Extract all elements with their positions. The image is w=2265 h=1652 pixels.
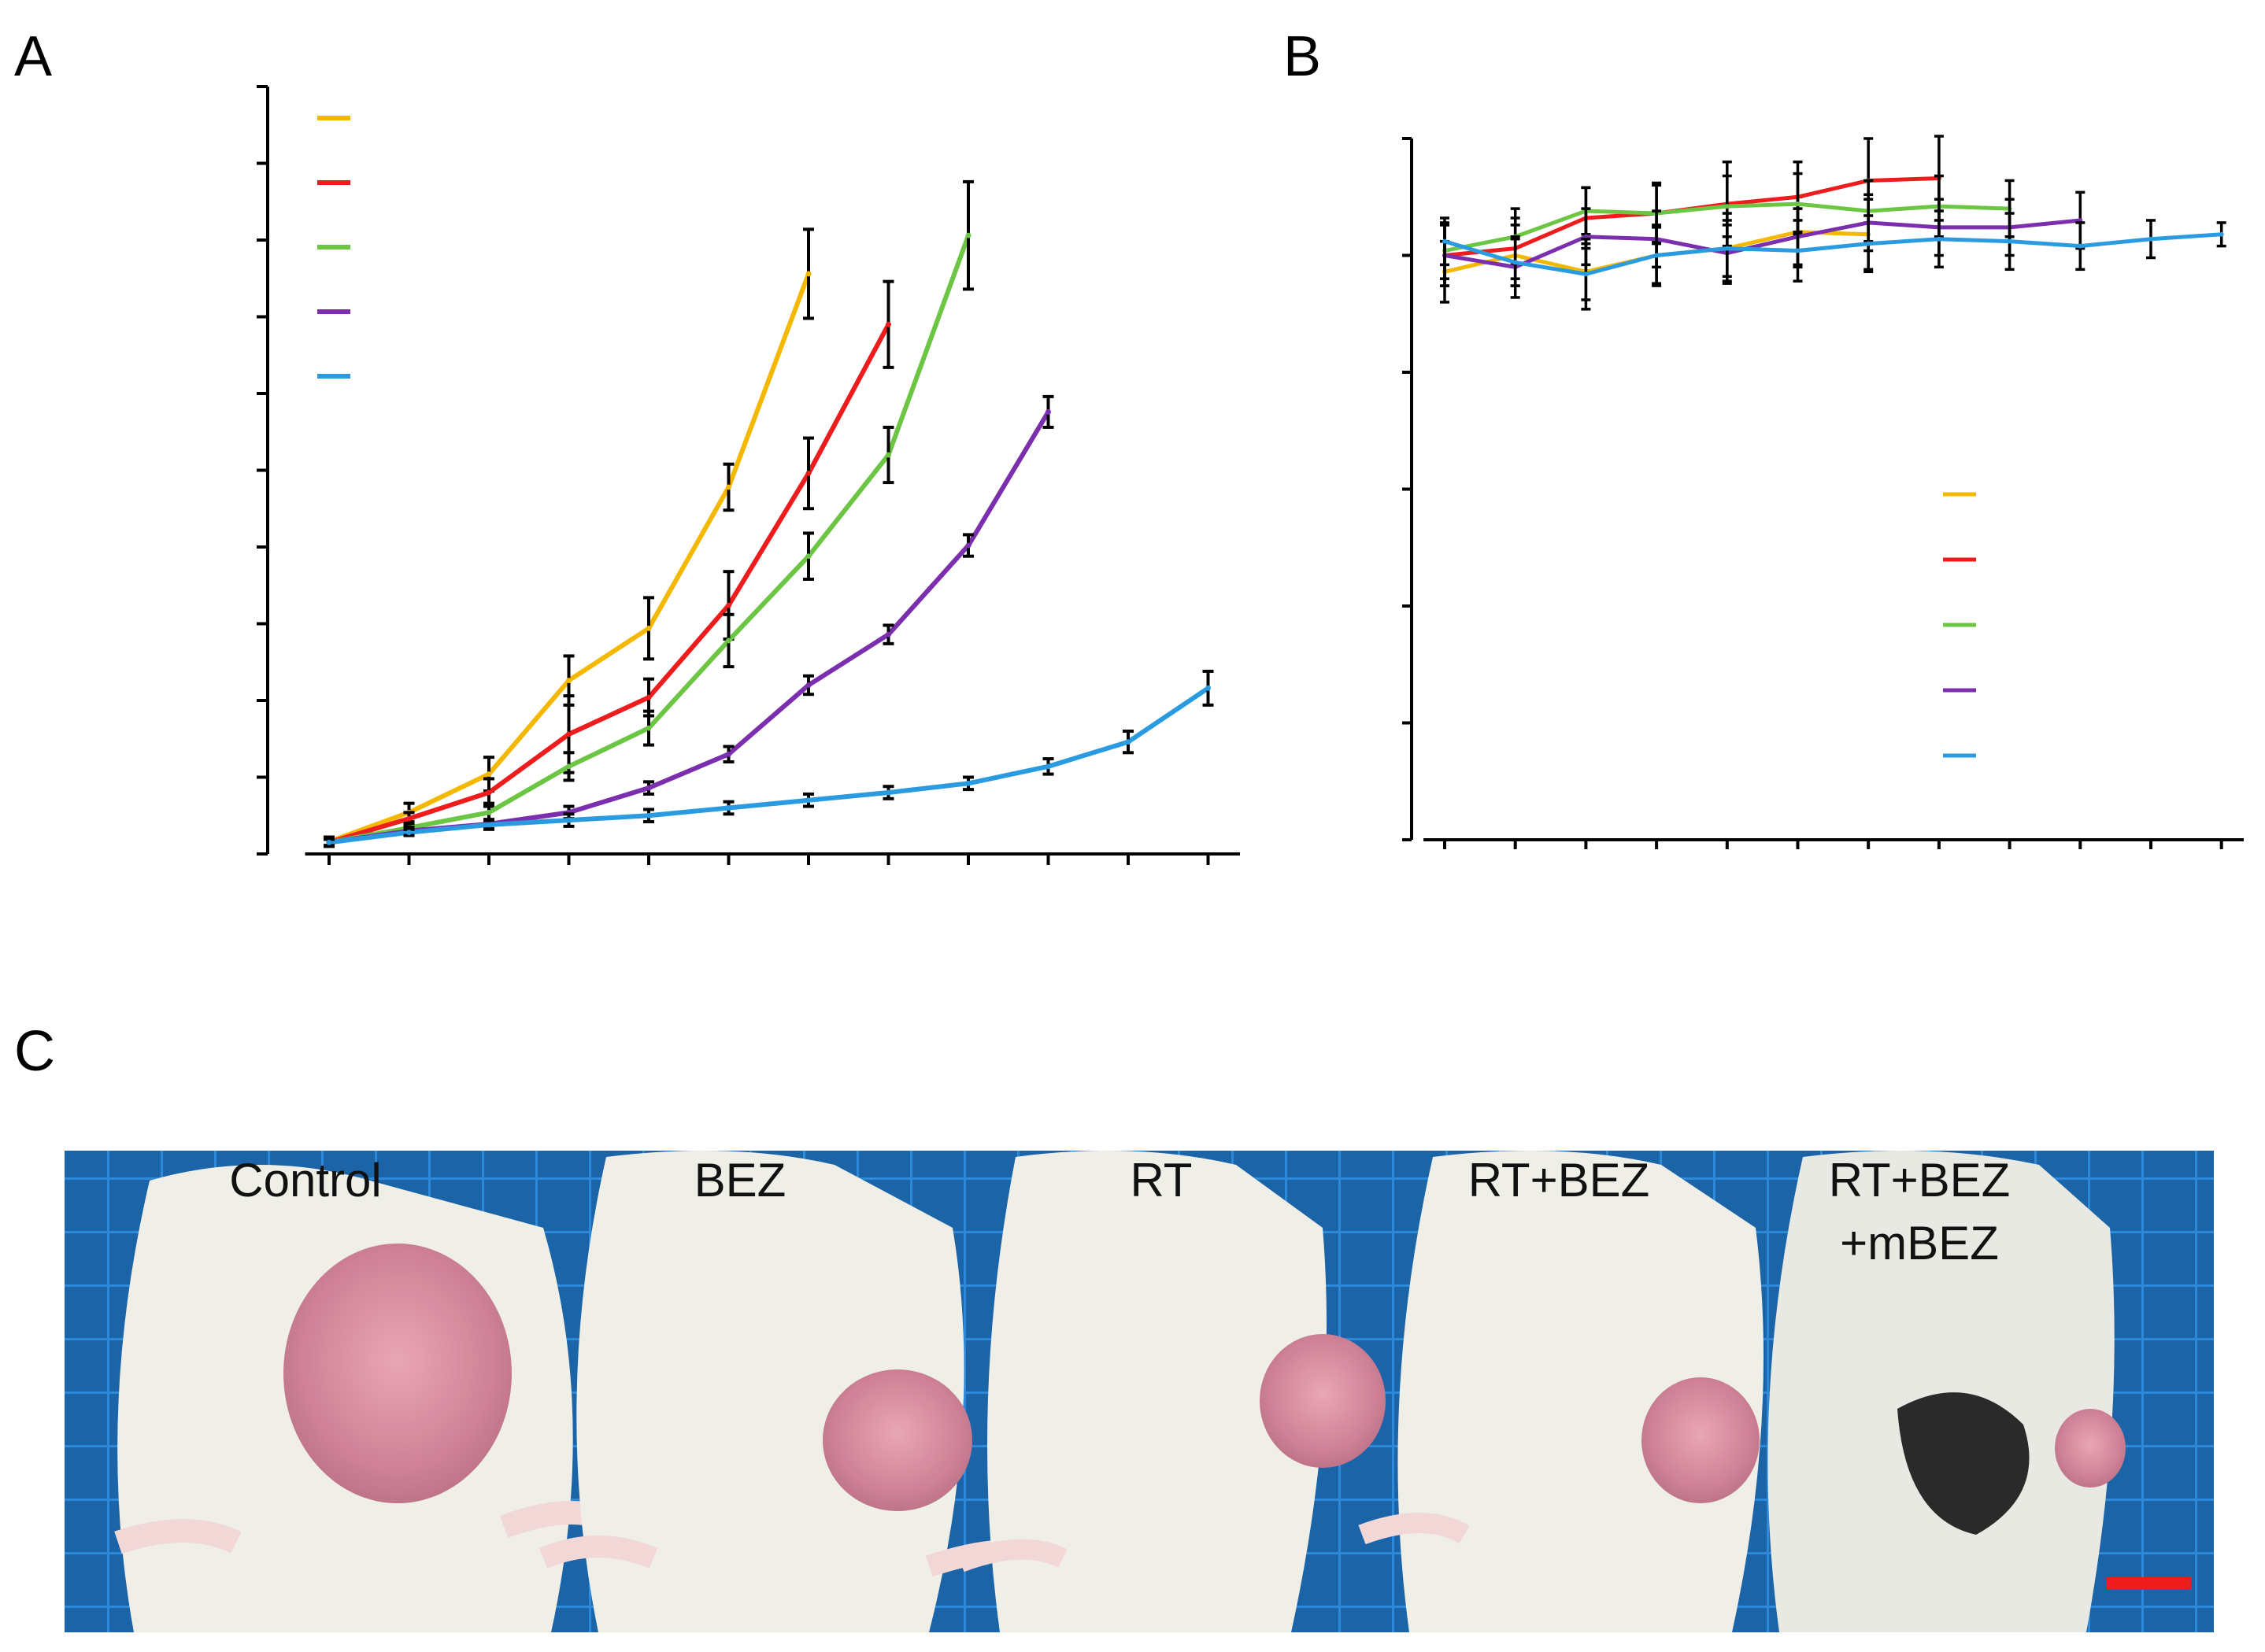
data-point [2078, 243, 2083, 249]
data-point [726, 805, 731, 811]
series-line-rt-bez [1444, 218, 2081, 269]
data-point [1795, 248, 1801, 253]
data-point [566, 763, 572, 770]
data-point [486, 771, 492, 778]
photo-label-rt-bez-mbez-line1: RT+BEZ [1829, 1154, 2011, 1207]
panel-a: A [14, 25, 1240, 865]
legend [317, 116, 350, 379]
data-point [406, 830, 412, 836]
data-point [886, 452, 891, 458]
data-point [566, 731, 572, 737]
data-point [1512, 260, 1518, 265]
data-point [805, 553, 812, 560]
dark-fur-patch [1897, 1392, 2030, 1535]
tumor-rt-bez [1641, 1377, 1760, 1503]
data-point [886, 789, 891, 796]
mouse-control [114, 1165, 611, 1632]
data-point [965, 780, 972, 786]
data-point [326, 839, 332, 845]
series-rt [324, 179, 974, 848]
panel-a-letter: A [14, 25, 52, 88]
data-point [726, 602, 731, 608]
tumor-volume-chart [257, 85, 1240, 865]
series-line-rt [328, 235, 971, 845]
data-point [1442, 238, 1447, 244]
data-point [486, 809, 492, 815]
scale-bar [2106, 1577, 2191, 1590]
panel-c-letter: C [14, 1020, 55, 1083]
mouse-rt-bez [1358, 1151, 1764, 1632]
data-point [646, 812, 652, 819]
data-point [2007, 238, 2012, 244]
data-point [646, 785, 652, 791]
series-line-rt-bez-mbez [1444, 232, 2222, 276]
data-point [1724, 246, 1730, 251]
data-point [486, 789, 492, 796]
data-point [566, 678, 572, 684]
data-point [805, 682, 812, 688]
data-point [805, 271, 812, 277]
tumor-rt [1260, 1334, 1386, 1468]
mouse-rt [957, 1151, 1386, 1632]
data-point [2219, 231, 2224, 237]
data-point [965, 232, 972, 238]
series-rt-bez [324, 394, 1054, 848]
data-point [1125, 739, 1131, 745]
tumor-control [283, 1244, 512, 1503]
panel-c: C [14, 1020, 2214, 1632]
data-point [1205, 685, 1211, 691]
series-line-bez [328, 323, 891, 845]
data-point [726, 484, 731, 490]
data-point [406, 815, 412, 822]
data-point [646, 694, 652, 700]
mice-photo: Control BEZ RT RT+BEZ RT+BEZ +mBEZ [65, 1151, 2214, 1632]
mouse-rt-bez-mbez [1767, 1151, 2126, 1632]
legend [1943, 492, 1976, 758]
photo-label-rt-bez: RT+BEZ [1468, 1154, 1650, 1207]
tumor-rt-bez-mbez [2055, 1409, 2126, 1488]
data-point [805, 470, 812, 476]
panel-b-letter: B [1283, 25, 1321, 88]
data-point [1866, 241, 1871, 246]
data-point [1654, 253, 1660, 258]
data-point [566, 817, 572, 823]
data-point [1046, 763, 1051, 770]
data-point [1936, 236, 1941, 242]
photo-label-rt-bez-mbez-line2: +mBEZ [1840, 1217, 1999, 1269]
data-point [965, 542, 972, 549]
data-point [805, 797, 812, 804]
data-point [646, 725, 652, 731]
data-point [726, 638, 731, 644]
photo-label-rt: RT [1131, 1154, 1193, 1207]
data-point [726, 751, 731, 757]
data-point [886, 321, 891, 327]
series-line-rt-bez [328, 410, 1051, 845]
data-point [1046, 408, 1051, 415]
data-point [2148, 236, 2153, 242]
series-rt-bez-mbez [1440, 209, 2226, 311]
tumor-bez [823, 1369, 972, 1511]
body-weight-chart [1402, 135, 2244, 849]
data-point [1795, 201, 1801, 207]
photo-label-control: Control [229, 1154, 381, 1207]
data-point [886, 631, 891, 638]
panel-b: B [1283, 25, 2244, 849]
series-line-rt-bez-mbez [328, 686, 1210, 845]
data-point [1583, 272, 1589, 277]
series-rt-bez-mbez [324, 669, 1214, 848]
data-point [486, 822, 492, 828]
data-point [646, 625, 652, 631]
data-point [1724, 204, 1730, 209]
photo-label-bez: BEZ [694, 1154, 786, 1207]
